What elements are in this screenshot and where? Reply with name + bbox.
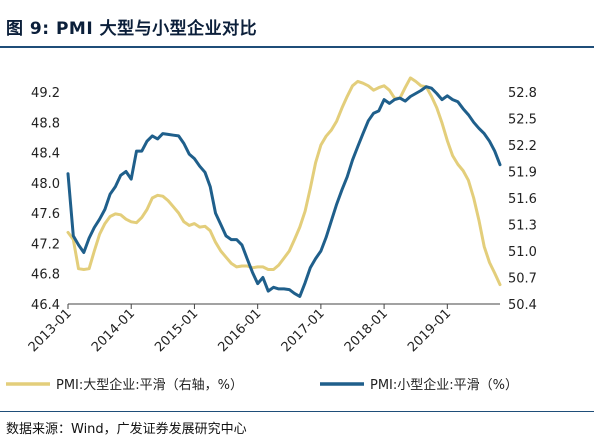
chart-lines [66,76,502,298]
chart-legend: PMI:大型企业:平滑（右轴，%） PMI:小型企业:平滑（%） [6,377,518,393]
x-tick-label: 2014-01 [89,306,138,355]
title-rule [0,46,594,48]
right-axis-tick-label: 50.7 [508,272,537,287]
legend-label-large: PMI:大型企业:平滑（右轴，%） [56,377,243,393]
right-axis-tick-label: 52.5 [508,113,537,128]
x-tick-label: 2013-01 [26,306,75,355]
left-axis-tick-label: 48.4 [31,147,60,162]
pmi-line-chart: 2013-01 2014-01 2015-01 2016-01 2017-01 2018-… [6,76,537,393]
x-tick-label: 2017-01 [279,306,328,355]
right-axis-tick-label: 51.6 [508,192,537,207]
left-axis-tick-label: 46.8 [31,268,60,283]
left-axis-tick-label: 49.2 [31,86,60,101]
legend-label-small: PMI:小型企业:平滑（%） [370,377,518,393]
small-enterprise-series-line [66,85,502,298]
left-axis-tick-label: 48.8 [31,116,60,131]
right-axis-tick-label: 52.8 [508,86,537,101]
right-axis-tick-label: 51.3 [508,219,537,234]
large-enterprise-series-line [66,76,502,287]
source-rule [0,411,594,412]
source-note: 数据来源：Wind，广发证券发展研究中心 [6,422,247,437]
left-axis-tick-label: 47.2 [31,237,60,252]
right-axis-tick-label: 51.9 [508,166,537,181]
right-axis-tick-label: 51.0 [508,245,537,260]
x-tick-label: 2015-01 [152,306,201,355]
left-axis-tick-label: 47.6 [31,207,60,222]
right-axis-tick-label: 52.2 [508,139,537,154]
left-axis-tick-label: 46.4 [31,298,60,313]
x-tick-label: 2018-01 [342,306,391,355]
x-tick-label: 2019-01 [405,306,454,355]
left-axis-tick-label: 48.0 [31,177,60,192]
right-axis-tick-label: 50.4 [508,298,537,313]
x-tick-label: 2016-01 [215,306,264,355]
figure-title: 图 9: PMI 大型与小型企业对比 [6,19,258,39]
chart-axes: 2013-01 2014-01 2015-01 2016-01 2017-01 2018-… [26,86,537,355]
